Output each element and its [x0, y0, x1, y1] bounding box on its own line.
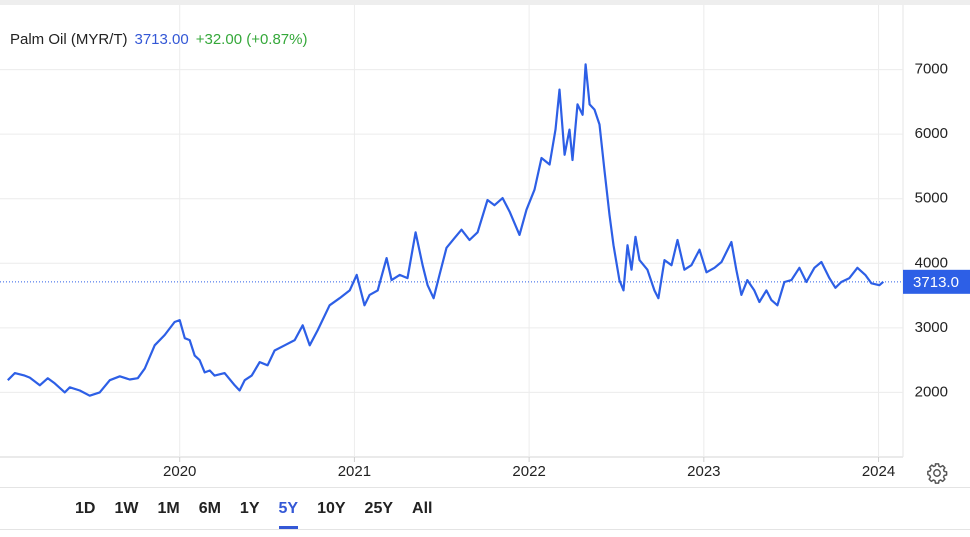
range-button[interactable]: 1W [114, 500, 139, 517]
range-button[interactable]: 1D [75, 500, 96, 517]
range-button[interactable]: 10Y [317, 500, 346, 517]
chart: 2000 3000 4000 5000 6000 7000 2020 2021 2022 2023… [0, 5, 970, 480]
range-bar: 1D 1W 1M 6M 1Y 5Y 10Y 25Y All [0, 487, 970, 530]
price-line [7, 63, 885, 397]
price-change: +32.00 (+0.87%) [195, 31, 308, 48]
y-tick-label: 3000 [915, 319, 948, 336]
x-tick-label: 2020 [163, 463, 196, 480]
last-value-label: 3713.0 [913, 274, 959, 291]
y-tick-label: 6000 [915, 125, 948, 142]
instrument-name: Palm Oil (MYR/T) [10, 31, 128, 48]
range-button[interactable]: 1M [157, 500, 180, 517]
y-tick-label: 5000 [915, 190, 948, 207]
top-strip [0, 0, 970, 5]
y-tick-label: 7000 [915, 61, 948, 78]
x-tick-label: 2024 [862, 463, 895, 480]
price: 3713.00 [134, 31, 189, 48]
y-tick-label: 4000 [915, 254, 948, 271]
last-value-box [903, 269, 970, 294]
y-tick-label: 2000 [915, 383, 948, 400]
range-button[interactable]: 1Y [239, 500, 260, 517]
settings-icon[interactable] [926, 462, 948, 484]
range-button[interactable]: All [412, 500, 433, 517]
x-tick-label: 2023 [687, 463, 720, 480]
x-tick-label: 2022 [512, 463, 545, 480]
range-button[interactable]: 6M [198, 500, 221, 517]
x-tick-label: 2021 [338, 463, 371, 480]
quote-header: Palm Oil (MYR/T) 3713.00 +32.00 (+0.87%) [10, 31, 314, 48]
range-button[interactable]: 25Y [364, 500, 394, 517]
range-button[interactable]: 5Y [278, 488, 299, 529]
